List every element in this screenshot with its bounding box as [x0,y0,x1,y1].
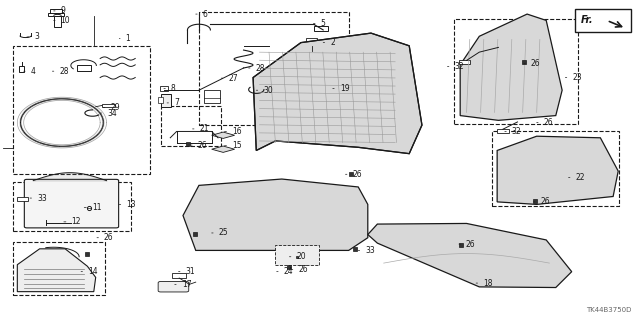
Bar [54,16,61,27]
Text: 5: 5 [314,19,326,28]
FancyBboxPatch shape [24,179,118,228]
Text: 27: 27 [221,74,238,83]
Text: 32: 32 [505,127,522,136]
Bar [172,273,186,278]
Text: 26: 26 [524,59,541,68]
Text: 1: 1 [119,34,131,43]
Bar [575,9,631,32]
Polygon shape [212,132,235,139]
Text: 14: 14 [81,267,98,276]
Bar [158,97,163,103]
Text: 26: 26 [459,240,476,249]
Bar [459,60,470,64]
Text: 32: 32 [447,62,464,71]
Bar [161,106,221,146]
Text: 33: 33 [30,194,47,203]
Bar [306,38,317,46]
Text: 17: 17 [175,280,191,289]
Text: 26: 26 [97,233,114,242]
Text: 34: 34 [100,108,117,117]
Bar [13,182,131,231]
Text: 2: 2 [323,38,335,47]
Bar [102,104,115,107]
Text: 23: 23 [565,73,582,82]
Text: 6: 6 [196,10,207,19]
Text: 21: 21 [193,124,209,133]
Text: 13: 13 [119,200,136,209]
Bar [13,243,105,295]
Text: 16: 16 [225,127,242,136]
Polygon shape [368,223,572,288]
Bar [275,245,319,265]
Bar [497,129,509,133]
Bar [19,66,24,72]
Bar [51,9,62,14]
Bar [314,26,328,31]
Text: 18: 18 [476,279,493,288]
Bar [454,19,578,124]
Text: 28: 28 [52,67,69,76]
Text: 20: 20 [289,252,306,261]
Text: 9: 9 [54,6,65,15]
Polygon shape [183,179,368,251]
Bar [48,13,65,16]
Text: 31: 31 [179,267,195,276]
Text: 25: 25 [212,228,228,237]
Text: 11: 11 [84,203,101,212]
Polygon shape [17,249,96,292]
Bar [492,132,620,206]
Bar [204,90,220,103]
Polygon shape [253,33,422,154]
Polygon shape [212,146,235,152]
Text: 12: 12 [64,217,81,226]
Text: 4: 4 [24,67,36,76]
Text: TK44B3750D: TK44B3750D [586,307,631,313]
Text: 24: 24 [276,267,293,276]
Text: 26: 26 [534,197,550,206]
Text: 19: 19 [333,84,349,93]
Bar [17,197,28,201]
Text: 33: 33 [358,246,375,255]
Text: 15: 15 [225,141,242,150]
Bar [212,234,220,240]
Bar [161,94,171,107]
FancyBboxPatch shape [158,282,189,292]
Bar [77,66,91,71]
Text: 30: 30 [256,86,273,95]
Polygon shape [460,14,562,120]
Text: 29: 29 [103,103,120,112]
Text: 22: 22 [568,173,585,182]
Text: 10: 10 [54,16,70,25]
Text: 8: 8 [164,84,175,93]
Bar [199,12,349,125]
Text: 26: 26 [537,118,554,127]
Bar [160,86,168,92]
Polygon shape [497,136,618,204]
Text: Fr.: Fr. [581,15,594,25]
Text: 3: 3 [27,32,40,41]
Text: 26: 26 [291,265,308,274]
Text: 26: 26 [346,170,362,179]
Text: 28: 28 [248,63,265,73]
Bar [13,46,150,174]
Text: 7: 7 [167,99,179,108]
Text: 26: 26 [191,140,207,149]
